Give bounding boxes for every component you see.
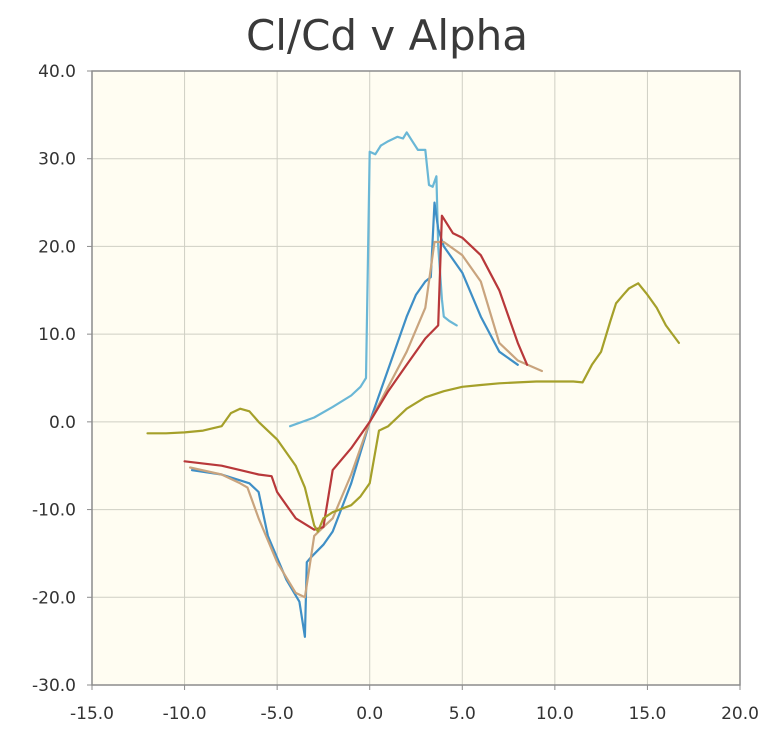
- series-line-3: [189, 240, 544, 599]
- y-tick-label: 10.0: [38, 325, 76, 345]
- x-tick-label: 5.0: [449, 704, 476, 724]
- series-line-4: [183, 214, 529, 531]
- y-tick-label: 0.0: [49, 413, 76, 433]
- x-axis-ticks: -15.0 -10.0 -5.0 0.0 5.0 10.0 15.0 20.0: [70, 685, 759, 724]
- chart-title: Cl/Cd v Alpha: [246, 11, 528, 60]
- plot-frame: [91, 70, 741, 686]
- y-tick-label: -10.0: [32, 501, 76, 521]
- series-line-5: [146, 282, 681, 533]
- x-tick-label: -15.0: [70, 704, 114, 724]
- gridlines: [91, 70, 741, 686]
- x-tick-label: 10.0: [536, 704, 574, 724]
- y-tick-label: -20.0: [32, 588, 76, 608]
- x-tick-label: -10.0: [163, 704, 207, 724]
- y-axis-ticks: -30.0 -20.0 -10.0 0.0 10.0 20.0 30.0 40.0: [32, 62, 92, 696]
- x-tick-label: 15.0: [628, 704, 666, 724]
- x-tick-label: 20.0: [721, 704, 759, 724]
- x-tick-label: 0.0: [356, 704, 383, 724]
- series-layer: [146, 131, 681, 638]
- x-tick-label: -5.0: [261, 704, 294, 724]
- y-tick-label: 40.0: [38, 62, 76, 82]
- y-tick-label: 30.0: [38, 150, 76, 170]
- y-tick-label: -30.0: [32, 676, 76, 696]
- y-tick-label: 20.0: [38, 237, 76, 257]
- series-line-2: [190, 201, 519, 638]
- plot-area: [92, 71, 740, 685]
